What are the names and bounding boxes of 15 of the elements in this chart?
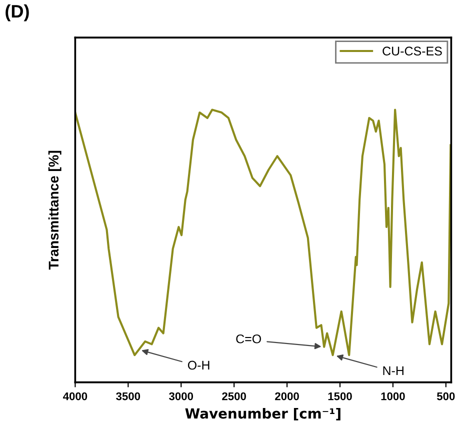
y-axis-title: Transmittance [%] <box>48 150 62 270</box>
x-axis-title: Wavenumber [cm⁻¹] <box>185 408 340 420</box>
x-tick-label: 2500 <box>222 392 246 400</box>
x-tick-label: 3500 <box>116 392 140 400</box>
annotation: O-H <box>188 360 210 370</box>
legend-label: CU-CS-ES <box>382 46 442 56</box>
x-tick-label: 1500 <box>328 392 352 400</box>
x-tick-label: 2000 <box>275 392 299 400</box>
x-tick-label: 4000 <box>63 392 88 400</box>
x-tick-label: 1000 <box>381 392 405 400</box>
x-tick-label: 500 <box>436 392 455 400</box>
annotation: N-H <box>383 366 404 375</box>
annotation: C=O <box>236 334 262 344</box>
x-tick-label: 3000 <box>169 392 194 400</box>
chart-title: (D) <box>6 4 29 22</box>
